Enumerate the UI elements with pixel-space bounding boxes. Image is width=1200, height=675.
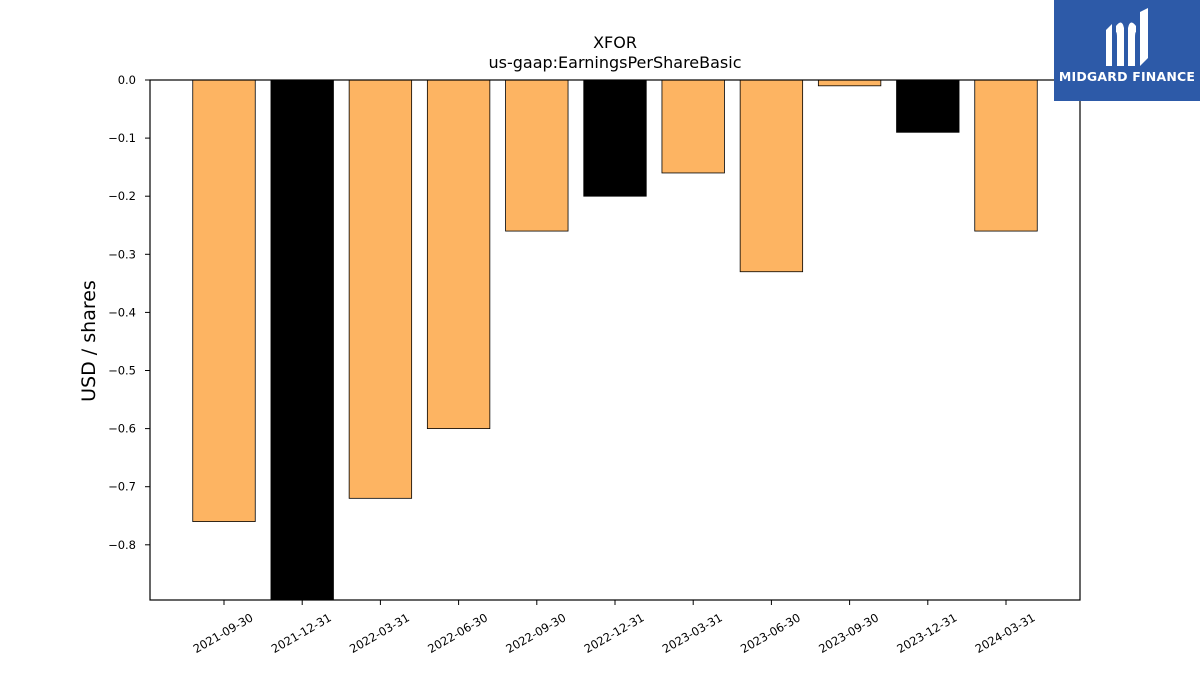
bar-2023-12-31 xyxy=(896,79,960,133)
y-tick-label: −0.7 xyxy=(108,480,136,494)
plot-frame xyxy=(149,79,1081,601)
midgard-finance-logo: MIDGARD FINANCE xyxy=(1054,0,1200,101)
y-tick-label: −0.4 xyxy=(108,305,136,319)
midgard-logo-icon xyxy=(1106,8,1148,67)
chart-title: XFOR xyxy=(593,33,637,52)
logo-text: MIDGARD FINANCE xyxy=(1058,69,1196,84)
x-tick-label: 2022-09-30 xyxy=(503,610,568,656)
bar-2022-12-31 xyxy=(583,79,647,197)
x-tick-label: 2022-03-31 xyxy=(347,610,412,656)
y-tick-label: −0.2 xyxy=(108,189,136,203)
x-tick-label: 2023-06-30 xyxy=(738,610,803,656)
bar-2021-09-30 xyxy=(192,79,256,522)
bar-2021-12-31 xyxy=(270,79,334,601)
chart-subtitle: us-gaap:EarningsPerShareBasic xyxy=(488,53,741,72)
x-tick-label: 2024-03-31 xyxy=(973,610,1038,656)
y-tick-label: −0.5 xyxy=(108,364,136,378)
y-tick-label: −0.3 xyxy=(108,247,136,261)
x-tick-label: 2021-12-31 xyxy=(269,610,334,656)
y-tick-label: −0.8 xyxy=(108,538,136,552)
x-axis-ticks: 2021-09-30 2021-12-31 2022-03-31 2022-06-30… xyxy=(191,600,1038,656)
y-axis-label: USD / shares xyxy=(78,280,100,402)
x-tick-label: 2022-12-31 xyxy=(582,610,647,656)
x-tick-label: 2022-06-30 xyxy=(425,610,490,656)
x-tick-label: 2023-09-30 xyxy=(816,610,881,656)
y-axis-ticks: 0.0 −0.1 −0.2 −0.3 −0.4 −0.5 −0.6 −0.7 −0.8 xyxy=(108,73,150,552)
y-tick-label: −0.6 xyxy=(108,422,136,436)
bar-2022-09-30 xyxy=(505,79,569,232)
bar-2022-06-30 xyxy=(426,79,491,430)
bars xyxy=(192,79,1038,601)
bar-2022-03-31 xyxy=(348,79,413,499)
y-tick-label: −0.1 xyxy=(108,131,136,145)
x-tick-label: 2023-03-31 xyxy=(660,610,725,656)
bar-2023-09-30 xyxy=(817,79,882,87)
bar-2023-06-30 xyxy=(739,79,804,273)
y-tick-label: 0.0 xyxy=(118,73,136,87)
bar-2023-03-31 xyxy=(661,79,725,174)
bar-2024-03-31 xyxy=(974,79,1038,232)
x-tick-label: 2023-12-31 xyxy=(894,610,959,656)
x-tick-label: 2021-09-30 xyxy=(191,610,256,656)
